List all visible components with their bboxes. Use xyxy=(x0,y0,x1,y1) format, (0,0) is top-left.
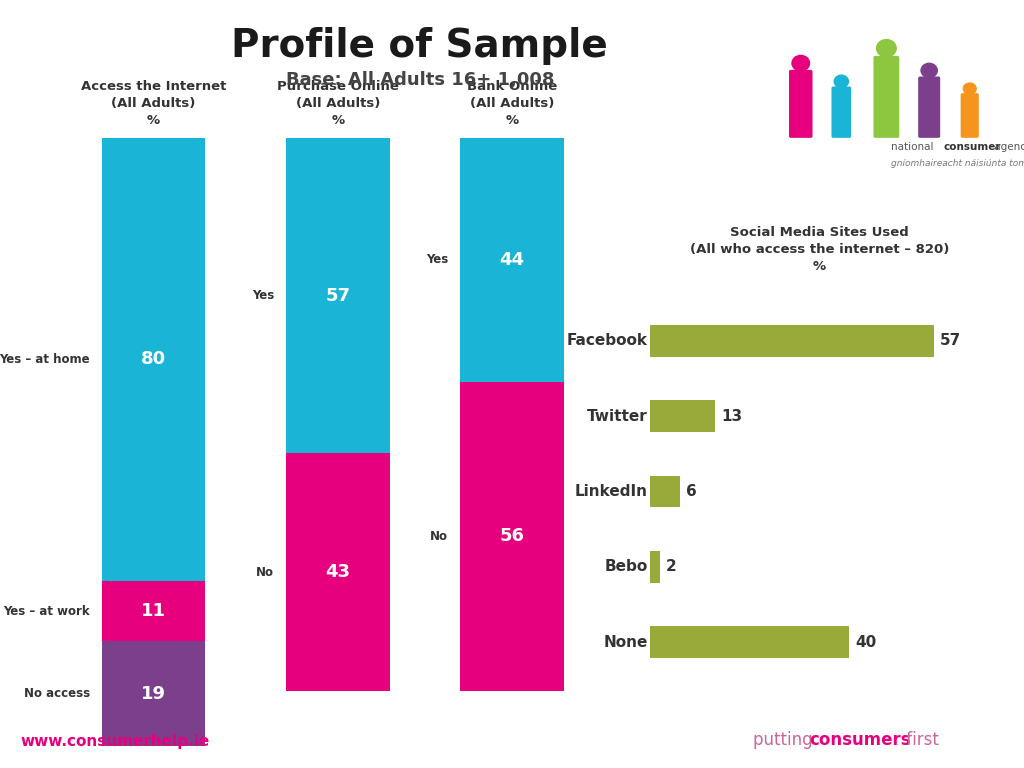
Bar xyxy=(287,453,389,691)
Bar xyxy=(650,551,660,583)
Text: 13: 13 xyxy=(721,409,742,424)
Text: Bank Online
(All Adults)
%: Bank Online (All Adults) % xyxy=(467,80,557,127)
FancyBboxPatch shape xyxy=(961,93,979,137)
Text: first: first xyxy=(901,731,939,749)
Circle shape xyxy=(792,55,810,71)
Bar xyxy=(650,325,934,356)
Text: www.consumerhelp.ie: www.consumerhelp.ie xyxy=(20,733,210,749)
Text: 40: 40 xyxy=(855,634,877,650)
Text: 43: 43 xyxy=(326,563,350,581)
Text: No: No xyxy=(430,530,449,543)
Bar xyxy=(102,641,205,746)
Text: 80: 80 xyxy=(141,350,166,369)
Text: Access the Internet
(All Adults)
%: Access the Internet (All Adults) % xyxy=(81,80,226,127)
Text: LinkedIn: LinkedIn xyxy=(574,484,648,499)
Bar xyxy=(287,138,389,453)
Text: 57: 57 xyxy=(940,333,961,349)
Text: consumers: consumers xyxy=(809,731,910,749)
FancyBboxPatch shape xyxy=(873,56,899,137)
Text: Yes – at work: Yes – at work xyxy=(3,604,90,617)
Bar xyxy=(102,138,205,581)
Text: Twitter: Twitter xyxy=(587,409,648,424)
Text: 2: 2 xyxy=(667,559,677,574)
Text: No: No xyxy=(256,566,274,579)
Text: Yes: Yes xyxy=(426,253,449,266)
Text: Profile of Sample: Profile of Sample xyxy=(231,27,608,65)
Text: Yes – at home: Yes – at home xyxy=(0,353,90,366)
Text: Social Media Sites Used
(All who access the internet – 820)
%: Social Media Sites Used (All who access … xyxy=(689,226,949,273)
Text: gníomhaireacht náisiúnta tomhaltóirí: gníomhaireacht náisiúnta tomhaltóirí xyxy=(891,159,1024,168)
Circle shape xyxy=(877,40,896,57)
Text: Bebo: Bebo xyxy=(604,559,648,574)
Text: None: None xyxy=(603,634,648,650)
Text: Yes: Yes xyxy=(252,290,274,303)
Bar xyxy=(650,400,715,432)
Text: 19: 19 xyxy=(141,685,166,703)
Text: 56: 56 xyxy=(500,528,524,545)
Text: Facebook: Facebook xyxy=(566,333,648,349)
Text: 57: 57 xyxy=(326,286,350,305)
FancyBboxPatch shape xyxy=(790,70,812,137)
Text: 11: 11 xyxy=(141,602,166,620)
Text: national: national xyxy=(891,142,937,152)
Bar xyxy=(650,627,849,658)
Text: 6: 6 xyxy=(686,484,696,499)
Text: Purchase Online
(All Adults)
%: Purchase Online (All Adults) % xyxy=(276,80,399,127)
Text: consumer: consumer xyxy=(943,142,1000,152)
Bar xyxy=(461,138,563,382)
FancyBboxPatch shape xyxy=(831,87,851,137)
Text: Base: All Adults 16+ 1,008: Base: All Adults 16+ 1,008 xyxy=(286,71,554,88)
Circle shape xyxy=(835,75,849,88)
Text: 44: 44 xyxy=(500,251,524,269)
Circle shape xyxy=(964,83,976,94)
Bar xyxy=(461,382,563,691)
Circle shape xyxy=(921,63,937,78)
Bar xyxy=(102,581,205,641)
FancyBboxPatch shape xyxy=(919,77,940,137)
Text: putting: putting xyxy=(753,731,817,749)
Text: No access: No access xyxy=(24,687,90,700)
Text: agency: agency xyxy=(991,142,1024,152)
Bar xyxy=(650,475,680,508)
